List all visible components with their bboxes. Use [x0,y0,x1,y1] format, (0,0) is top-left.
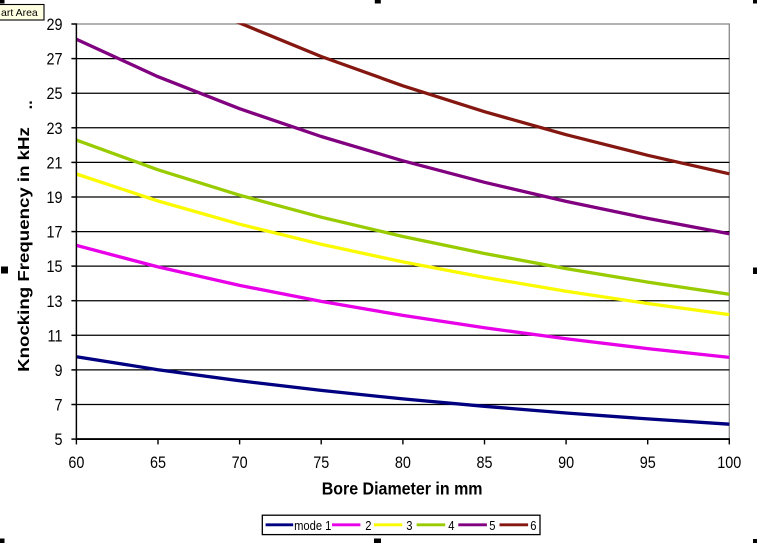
svg-text:85: 85 [476,454,492,472]
svg-text:90: 90 [558,454,574,472]
svg-text:80: 80 [395,454,411,472]
svg-text:19: 19 [46,189,62,207]
svg-text:15: 15 [46,258,62,276]
svg-text:27: 27 [46,51,62,69]
svg-text:3: 3 [406,518,412,533]
svg-text:11: 11 [48,327,63,345]
svg-text:art Area: art Area [1,7,38,19]
svg-text:95: 95 [640,454,656,472]
svg-text:23: 23 [46,120,62,138]
svg-text:100: 100 [717,454,741,472]
svg-text:60: 60 [68,454,84,472]
svg-text:13: 13 [46,293,62,311]
svg-text:Knocking Frequency in kHz: Knocking Frequency in kHz [14,127,32,372]
svg-text:Bore Diameter in mm: Bore Diameter in mm [322,479,483,499]
svg-text:mode 1: mode 1 [294,518,332,533]
svg-text:21: 21 [46,154,62,172]
svg-text:6: 6 [530,518,536,533]
svg-text:4: 4 [448,518,454,533]
svg-text:65: 65 [150,454,166,472]
svg-text:2: 2 [365,518,371,533]
svg-text:17: 17 [46,224,62,242]
svg-text:29: 29 [46,16,62,34]
svg-text:75: 75 [313,454,329,472]
svg-text:70: 70 [232,454,248,472]
svg-text:5: 5 [489,518,495,533]
svg-text:25: 25 [46,85,62,103]
svg-text:5: 5 [54,431,62,449]
svg-text:9: 9 [54,362,62,380]
svg-text:7: 7 [54,397,62,415]
